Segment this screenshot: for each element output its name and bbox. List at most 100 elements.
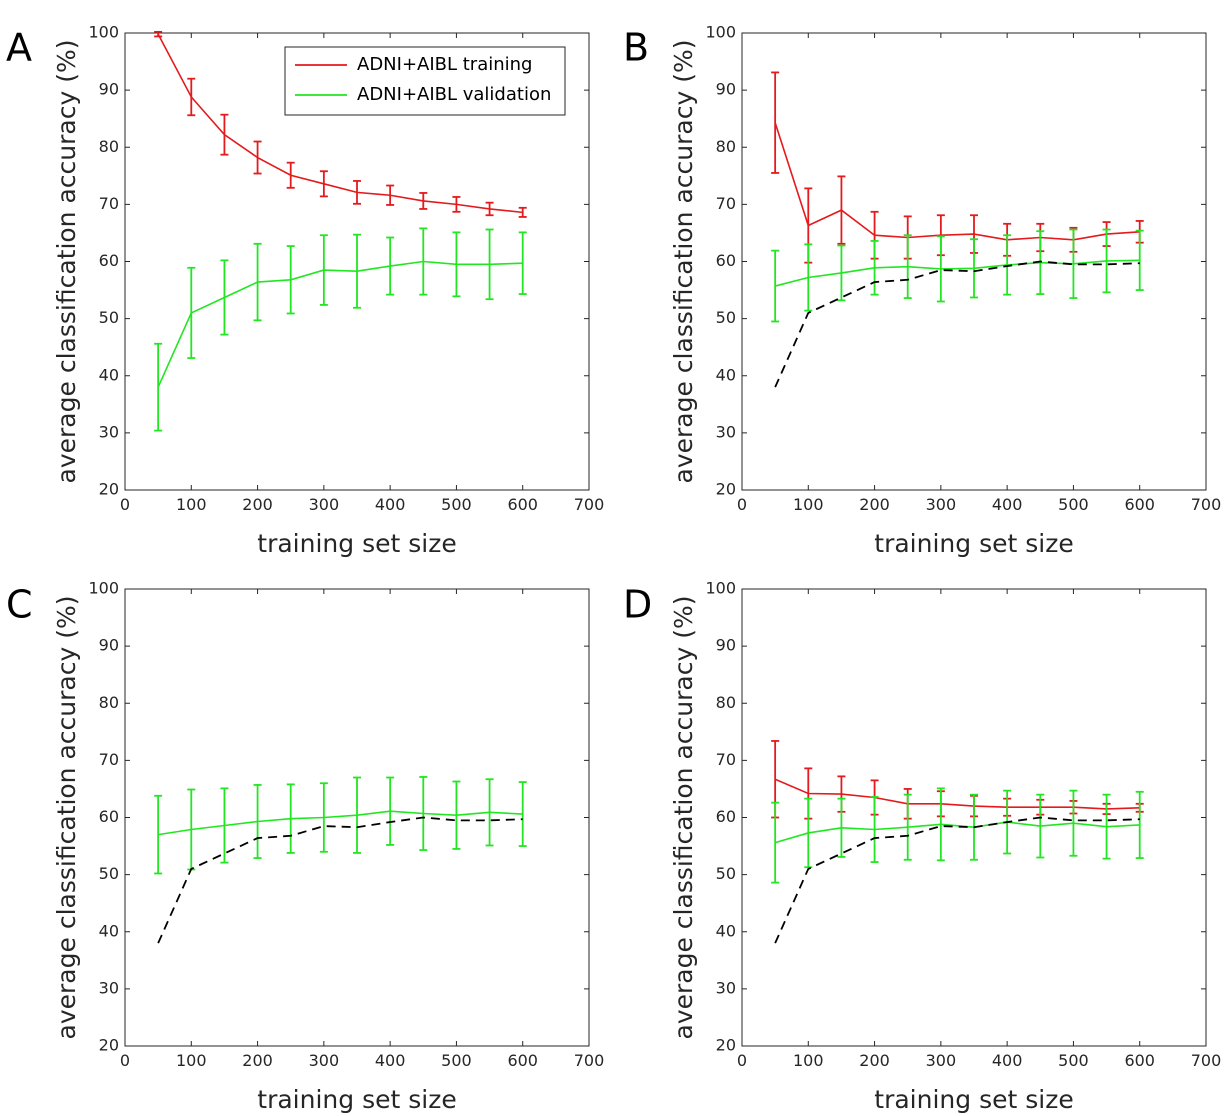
x-tick-label: 100 — [176, 1051, 207, 1070]
y-tick-label: 70 — [99, 194, 119, 213]
y-tick-label: 100 — [88, 23, 119, 42]
data-point — [157, 33, 159, 35]
data-point — [807, 793, 809, 795]
data-point — [356, 270, 358, 272]
panel-a: A 0 100 200 300 400 500 600 700 20 30 40 50 60 70 80 90 1… — [6, 23, 604, 559]
y-tick-label: 40 — [99, 921, 119, 940]
x-tick-label: 700 — [1191, 495, 1222, 514]
x-tick-label: 600 — [507, 495, 538, 514]
data-point — [257, 281, 259, 283]
data-point — [157, 834, 159, 836]
data-point — [940, 823, 942, 825]
x-tick-label: 200 — [242, 1051, 273, 1070]
series-line — [157, 33, 523, 214]
x-axis-label: training set size — [257, 1085, 456, 1114]
y-tick-label: 70 — [716, 194, 736, 213]
y-axis-label: average classification accuracy (%) — [52, 40, 81, 484]
data-point — [223, 134, 225, 136]
legend-entry: ADNI+AIBL training — [357, 54, 532, 75]
data-point — [190, 828, 192, 830]
data-point — [190, 312, 192, 314]
data-point — [323, 269, 325, 271]
series-1 — [157, 816, 523, 944]
data-point — [1139, 824, 1141, 826]
legend-entry: ADNI+AIBL validation — [357, 84, 551, 105]
x-tick-label: 200 — [859, 1051, 890, 1070]
y-tick-label: 30 — [716, 422, 736, 441]
y-tick-label: 70 — [99, 750, 119, 769]
series-1 — [154, 227, 527, 432]
data-point — [522, 211, 524, 213]
y-tick-label: 80 — [99, 137, 119, 156]
y-tick-label: 20 — [99, 1036, 119, 1055]
y-tick-label: 90 — [716, 636, 736, 655]
data-point — [290, 818, 292, 820]
data-point — [290, 174, 292, 176]
data-point — [907, 266, 909, 268]
data-point — [874, 828, 876, 830]
y-tick-label: 60 — [716, 807, 736, 826]
y-tick-label: 30 — [99, 978, 119, 997]
data-point — [807, 832, 809, 834]
data-point — [840, 793, 842, 795]
data-point — [874, 234, 876, 236]
x-tick-label: 500 — [441, 1051, 472, 1070]
data-point — [223, 296, 225, 298]
data-point — [356, 814, 358, 816]
legend: ADNI+AIBL training ADNI+AIBL validation — [284, 46, 566, 116]
data-point — [422, 200, 424, 202]
x-tick-label: 100 — [176, 495, 207, 514]
data-point — [489, 811, 491, 813]
data-point — [257, 820, 259, 822]
y-tick-label: 40 — [99, 365, 119, 384]
x-tick-label: 0 — [120, 1051, 130, 1070]
series-line — [774, 821, 1140, 844]
x-axis-label: training set size — [257, 529, 456, 558]
x-tick-label: 700 — [574, 1051, 605, 1070]
series-2 — [774, 816, 1140, 944]
data-point — [1106, 260, 1108, 262]
x-tick-label: 600 — [507, 1051, 538, 1070]
data-point — [840, 209, 842, 211]
data-point — [489, 263, 491, 265]
data-point — [1106, 826, 1108, 828]
series-2 — [774, 260, 1140, 388]
data-point — [257, 157, 259, 159]
x-tick-label: 0 — [737, 495, 747, 514]
panel-c: C 0 100 200 300 400 500 600 700 20 30 40 50 60 70 80 90 1… — [6, 579, 604, 1115]
data-point — [489, 208, 491, 210]
data-point — [190, 96, 192, 98]
series-0 — [771, 71, 1144, 264]
series-line — [774, 816, 1140, 944]
x-tick-label: 100 — [793, 1051, 824, 1070]
y-tick-label: 50 — [716, 864, 736, 883]
series-1 — [771, 787, 1144, 884]
data-point — [157, 386, 159, 388]
data-point — [455, 814, 457, 816]
data-point — [840, 827, 842, 829]
x-axis-label: training set size — [874, 1085, 1073, 1114]
series-0 — [154, 30, 527, 218]
data-point — [807, 225, 809, 227]
x-tick-label: 500 — [441, 495, 472, 514]
series-line — [774, 778, 1140, 810]
y-axis-label: average classification accuracy (%) — [52, 596, 81, 1040]
x-tick-label: 400 — [375, 495, 406, 514]
x-tick-label: 300 — [926, 1051, 957, 1070]
y-tick-label: 60 — [716, 251, 736, 270]
y-tick-label: 20 — [99, 480, 119, 499]
data-point — [1072, 263, 1074, 265]
x-tick-label: 600 — [1124, 495, 1155, 514]
y-tick-label: 50 — [716, 308, 736, 327]
data-point — [940, 268, 942, 270]
x-tick-label: 0 — [120, 495, 130, 514]
y-tick-label: 90 — [99, 80, 119, 99]
x-tick-label: 600 — [1124, 1051, 1155, 1070]
y-tick-label: 50 — [99, 864, 119, 883]
data-point — [973, 267, 975, 269]
panel-letter: D — [623, 583, 652, 627]
data-point — [1039, 825, 1041, 827]
panel-letter: B — [623, 26, 649, 70]
series-line — [158, 810, 523, 836]
